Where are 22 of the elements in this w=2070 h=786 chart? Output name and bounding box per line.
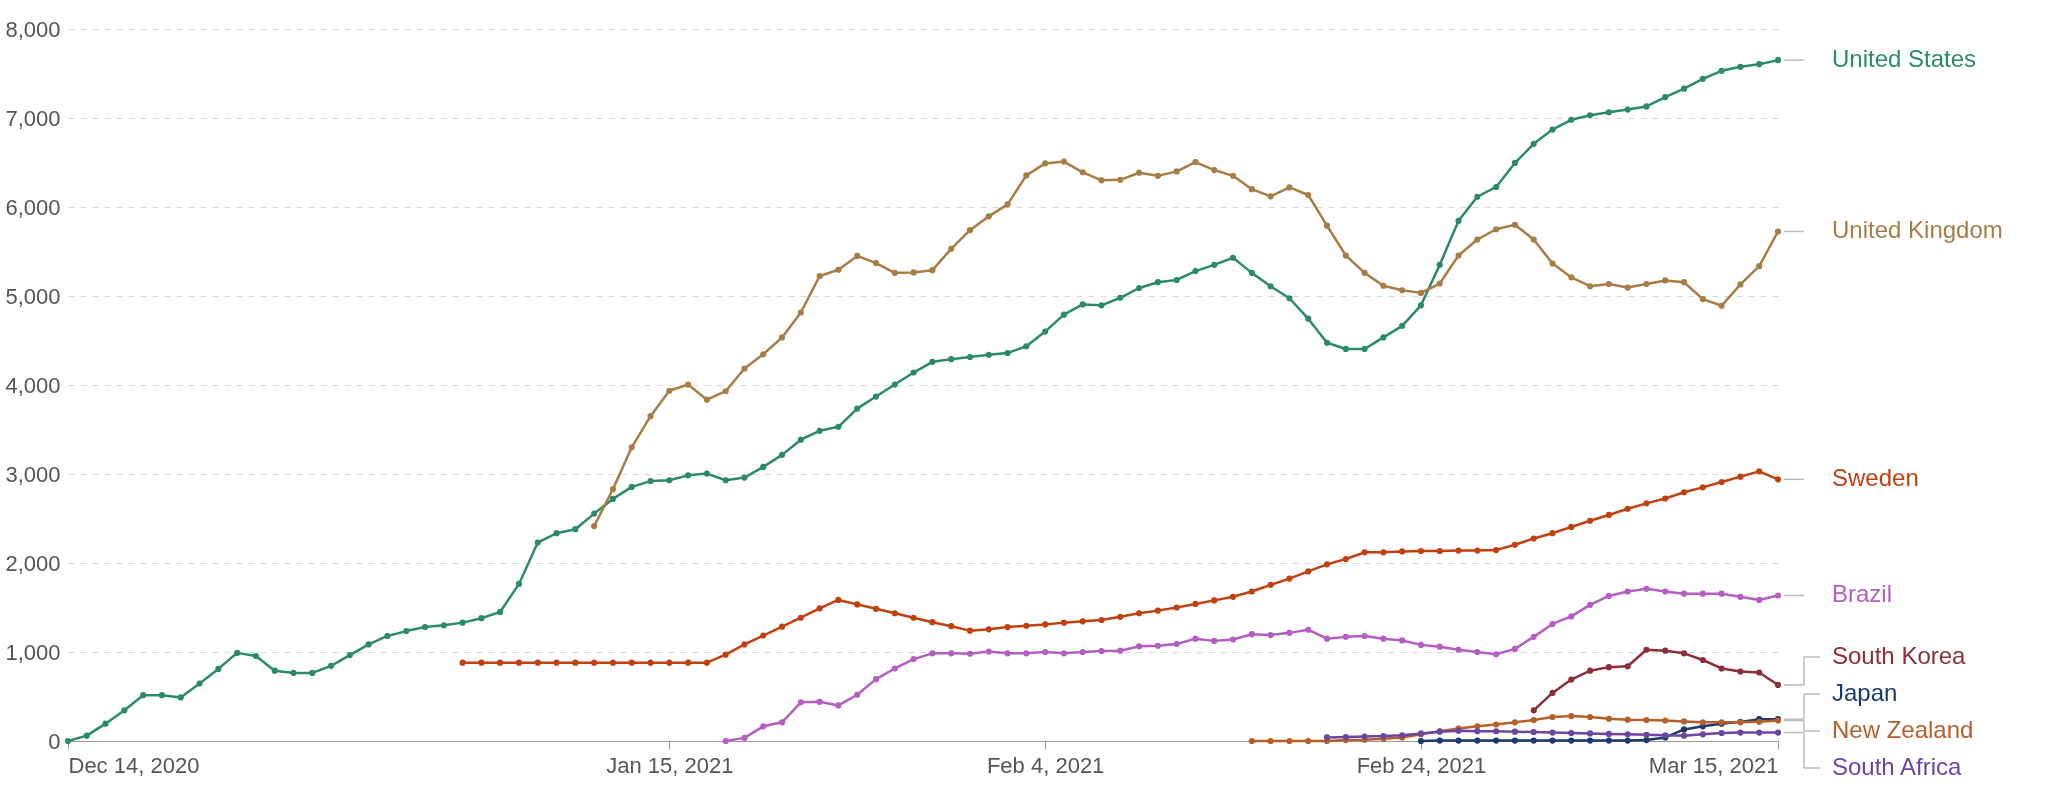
y-tick-label: 2,000 bbox=[5, 550, 61, 576]
text: South Africa bbox=[1832, 753, 1963, 780]
y-tick-label: 5,000 bbox=[5, 283, 61, 309]
text: Sweden bbox=[1832, 464, 1919, 492]
y-tick-label: 8,000 bbox=[5, 16, 61, 42]
y-tick-label: 0 bbox=[48, 728, 61, 754]
y-tick-label: 4,000 bbox=[5, 372, 61, 398]
y-tick-label: 3,000 bbox=[5, 461, 61, 487]
x-tick-label: Feb 4, 2021 bbox=[986, 752, 1105, 778]
y-tick-label: 1,000 bbox=[5, 639, 61, 665]
text: Brazil bbox=[1832, 580, 1893, 608]
text: United Kingdom bbox=[1832, 216, 2003, 244]
x-tick-label: Mar 15, 2021 bbox=[1648, 752, 1779, 778]
text: South Korea bbox=[1832, 642, 1967, 669]
x-tick-label: Dec 14, 2020 bbox=[68, 752, 200, 778]
text: New Zealand bbox=[1832, 716, 1974, 743]
x-tick-label: Jan 15, 2021 bbox=[606, 752, 734, 778]
y-tick-label: 7,000 bbox=[5, 105, 61, 131]
text: United States bbox=[1832, 45, 1977, 73]
y-tick-label: 6,000 bbox=[5, 194, 61, 220]
text: Japan bbox=[1832, 679, 1898, 706]
x-tick-label: Feb 24, 2021 bbox=[1356, 752, 1487, 778]
